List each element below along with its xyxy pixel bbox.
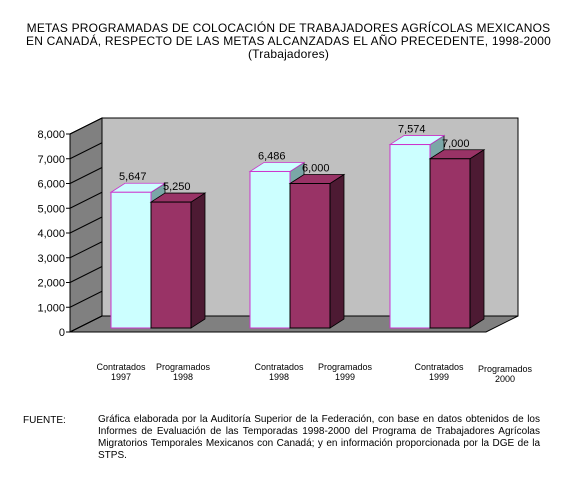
chart-title-line-1: METAS PROGRAMADAS DE COLOCACIÓN DE TRABA… [26, 21, 551, 35]
category-series: Programados [155, 362, 211, 372]
category-series: Contratados [254, 362, 304, 372]
category-year: 1999 [334, 372, 356, 382]
x-category-label: Programados 2000 [470, 364, 540, 384]
chart-subtitle: (Trabajadores) [247, 47, 330, 61]
category-year: 1999 [428, 372, 450, 382]
x-category-label: Programados 1999 [310, 362, 380, 382]
y-tick-label: 7,000 [37, 154, 65, 166]
side-wall-gridline [69, 241, 103, 259]
y-tick-label: 2,000 [37, 278, 65, 290]
bar-programados [150, 201, 192, 329]
chart-title-line-2: EN CANADÁ, RESPECTO DE LAS METAS ALCANZA… [25, 34, 551, 48]
y-tick-label: 4,000 [37, 228, 65, 240]
category-series: Contratados [96, 362, 146, 372]
data-label: 7,000 [442, 138, 470, 150]
y-tick-label: 8,000 [37, 129, 65, 141]
y-tick-label: 1,000 [37, 302, 65, 314]
bar-contratados [389, 144, 431, 329]
category-series: Programados [317, 362, 373, 372]
side-wall-gridline [69, 167, 103, 184]
data-label: 5,250 [163, 181, 191, 193]
x-category-label: Contratados 1999 [404, 362, 474, 382]
category-series: Contratados [414, 362, 464, 372]
bar-contratados [110, 191, 152, 329]
x-category-label: Contratados 1997 [86, 362, 156, 382]
bar-programados [429, 158, 471, 329]
side-wall-gridline [69, 142, 103, 160]
side-wall-gridline [69, 266, 103, 283]
side-wall-gridline [69, 315, 103, 333]
x-category-label: Contratados 1998 [244, 362, 314, 382]
category-series: Programados [477, 364, 533, 374]
category-year: 1998 [268, 372, 290, 382]
data-label: 5,647 [119, 171, 147, 183]
bar-side [190, 192, 206, 329]
category-year: 1998 [172, 372, 194, 382]
bar-programados [289, 183, 331, 329]
category-year: 1997 [110, 372, 132, 382]
data-label: 7,574 [398, 124, 426, 136]
side-wall-gridline [69, 216, 103, 234]
side-wall-gridline [69, 117, 103, 135]
bar-side [469, 149, 485, 329]
bar-chart: 0 1,000 2,000 3,000 4,000 5,000 6,000 7,000 8,00… [37, 117, 519, 339]
y-tick-label: 5,000 [37, 203, 65, 215]
source-text: Gráfica elaborada por la Auditoría Super… [98, 414, 540, 461]
data-label: 6,486 [258, 150, 286, 162]
y-tick-label: 0 [59, 327, 65, 339]
bar-side [329, 173, 345, 329]
y-tick-label: 3,000 [37, 253, 65, 265]
side-wall-gridline [69, 191, 103, 209]
category-year: 2000 [494, 374, 516, 384]
x-category-label: Programados 1998 [148, 362, 218, 382]
bar-contratados [249, 170, 291, 329]
side-wall-gridline [69, 290, 103, 308]
y-tick-label: 6,000 [37, 179, 65, 191]
source-label: FUENTE: [23, 415, 66, 426]
data-label: 6,000 [302, 163, 330, 175]
